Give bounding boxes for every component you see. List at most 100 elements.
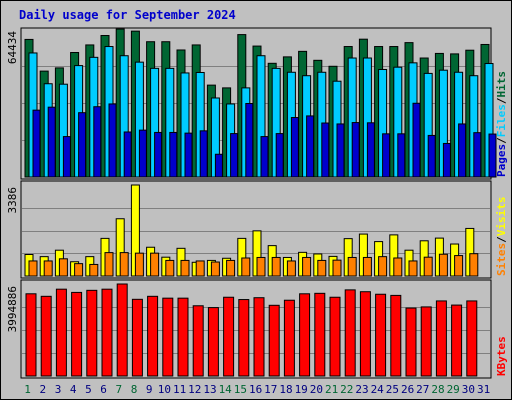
bar-pages-day-22 — [351, 122, 360, 178]
bar-sites-day-19 — [302, 256, 312, 277]
bar-pages-day-9 — [154, 131, 163, 178]
bar-pages-day-6 — [108, 103, 117, 178]
legend-item-sep2: / — [495, 97, 508, 104]
day-label-12: 12 — [188, 383, 201, 396]
bar-kbytes-day-18 — [283, 299, 295, 377]
bar-kbytes-day-14 — [223, 296, 235, 377]
legend-visits: Sites/Visits — [495, 197, 508, 277]
bar-kbytes-day-10 — [162, 297, 174, 377]
day-label-15: 15 — [234, 383, 247, 396]
series-pages — [32, 102, 497, 178]
day-label-11: 11 — [173, 383, 186, 396]
bar-sites-day-13 — [210, 261, 220, 277]
day-label-14: 14 — [219, 383, 233, 396]
bar-pages-day-20 — [321, 122, 330, 178]
day-label-13: 13 — [203, 383, 216, 396]
bar-kbytes-day-21 — [329, 296, 341, 377]
bar-pages-day-11 — [184, 132, 193, 178]
bar-kbytes-day-20 — [314, 292, 326, 377]
panel-visits: 3386 Sites/Visits — [6, 180, 508, 279]
bar-sites-day-23 — [362, 256, 372, 277]
bar-pages-day-18 — [290, 117, 299, 178]
bar-sites-day-24 — [378, 256, 388, 277]
day-label-7: 7 — [115, 383, 122, 396]
bar-sites-day-9 — [150, 252, 160, 277]
bar-kbytes-day-17 — [268, 304, 280, 377]
bar-kbytes-day-6 — [101, 288, 113, 377]
day-label-9: 9 — [146, 383, 153, 396]
day-label-3: 3 — [55, 383, 62, 396]
bar-pages-day-10 — [169, 131, 178, 178]
day-label-27: 27 — [416, 383, 429, 396]
bar-pages-day-2 — [47, 106, 56, 178]
day-label-2: 2 — [39, 383, 46, 396]
bar-pages-day-5 — [93, 106, 102, 178]
bar-sites-day-29 — [454, 255, 464, 277]
bar-kbytes-day-13 — [207, 307, 219, 377]
bar-sites-day-10 — [165, 259, 175, 277]
day-label-23: 23 — [355, 383, 368, 396]
bar-pages-day-15 — [245, 102, 254, 178]
day-label-22: 22 — [340, 383, 353, 396]
legend-item-pages: Pages — [495, 144, 508, 177]
panels-group: 64434Pages/Files/Hits3386Sites/Visits399… — [6, 27, 508, 379]
bar-sites-day-28 — [438, 253, 448, 277]
day-label-8: 8 — [131, 383, 138, 396]
bar-pages-day-1 — [32, 109, 41, 178]
bar-kbytes-day-3 — [55, 288, 67, 377]
bar-kbytes-day-16 — [253, 297, 265, 377]
bar-sites-day-25 — [393, 257, 403, 277]
bar-pages-day-16 — [260, 136, 269, 178]
bar-kbytes-day-28 — [435, 300, 447, 377]
bar-kbytes-day-9 — [147, 295, 159, 377]
series-sites — [28, 252, 479, 277]
day-label-18: 18 — [279, 383, 292, 396]
bar-sites-day-26 — [408, 260, 418, 277]
bar-kbytes-day-7 — [116, 283, 128, 377]
bar-kbytes-day-2 — [40, 295, 52, 377]
bar-pages-day-19 — [306, 115, 315, 178]
legend-item-sep1: / — [495, 137, 508, 144]
bar-pages-day-8 — [138, 129, 147, 178]
day-label-25: 25 — [386, 383, 399, 396]
bar-sites-day-17 — [271, 256, 281, 277]
legend-hits: Pages/Files/Hits — [495, 71, 508, 177]
legend-item-sep1: / — [495, 236, 508, 243]
day-label-17: 17 — [264, 383, 277, 396]
bar-kbytes-day-15 — [238, 299, 250, 377]
legend-item-kbytes: KBytes — [495, 336, 508, 376]
bar-pages-day-26 — [412, 102, 421, 178]
bar-kbytes-day-19 — [299, 293, 311, 377]
day-label-30: 30 — [462, 383, 475, 396]
day-label-28: 28 — [431, 383, 444, 396]
bar-sites-day-11 — [180, 259, 190, 277]
legend-item-visits: Visits — [495, 197, 508, 237]
day-label-20: 20 — [310, 383, 323, 396]
bar-sites-day-8 — [134, 252, 144, 277]
bar-pages-day-31 — [488, 133, 497, 178]
bar-pages-day-30 — [473, 132, 482, 178]
bar-sites-day-21 — [332, 259, 342, 277]
bar-kbytes-day-5 — [86, 289, 98, 377]
bar-pages-day-29 — [458, 123, 467, 178]
bar-kbytes-day-8 — [131, 298, 143, 377]
axis-max-label-kbytes: 3994886 — [6, 286, 19, 332]
axis-max-label-visits: 3386 — [6, 187, 19, 214]
bar-pages-day-3 — [62, 136, 71, 178]
bar-kbytes-day-4 — [71, 291, 83, 377]
bar-kbytes-day-22 — [344, 289, 356, 377]
bar-pages-day-17 — [275, 133, 284, 178]
day-label-21: 21 — [325, 383, 338, 396]
panel-kbytes: 3994886 KBytes — [6, 279, 508, 379]
bar-pages-day-25 — [397, 133, 406, 178]
bar-sites-day-1 — [28, 260, 38, 277]
bar-kbytes-day-23 — [359, 291, 371, 377]
bar-pages-day-4 — [78, 112, 87, 178]
bar-sites-day-7 — [119, 252, 129, 277]
day-label-1: 1 — [24, 383, 31, 396]
day-label-5: 5 — [85, 383, 92, 396]
bar-sites-day-15 — [241, 257, 251, 277]
bar-pages-day-13 — [214, 153, 223, 178]
bar-sites-day-3 — [58, 258, 68, 277]
